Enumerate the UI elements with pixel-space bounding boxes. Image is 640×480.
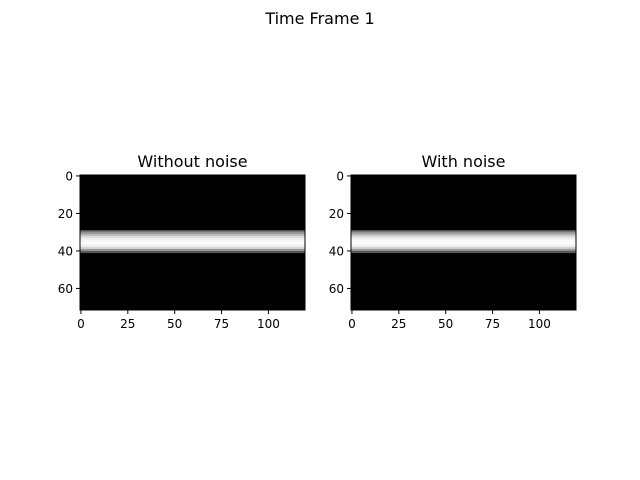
x-tick-label: 50 <box>438 317 453 331</box>
band-row <box>351 237 576 240</box>
image-panel-1: Without noise 0 25 50 75 100 0 20 40 60 <box>58 152 306 331</box>
band-row <box>80 245 305 248</box>
band-row <box>80 234 305 237</box>
x-tick-label: 50 <box>167 317 182 331</box>
x-tick-label: 25 <box>391 317 406 331</box>
y-tick-label: 40 <box>58 244 73 258</box>
band-row <box>351 239 576 242</box>
band-row <box>351 243 576 246</box>
band-row <box>80 250 305 254</box>
x-tick-label: 25 <box>120 317 135 331</box>
panel-title: With noise <box>422 152 506 171</box>
y-tick-label: 20 <box>58 207 73 221</box>
image-panel-2: With noise 0 25 50 75 100 0 20 40 60 <box>329 152 577 331</box>
band-row <box>351 241 576 244</box>
x-tick-label: 75 <box>214 317 229 331</box>
x-tick-label: 0 <box>348 317 356 331</box>
band-row <box>80 235 305 239</box>
band-row <box>80 241 305 244</box>
band-row <box>80 232 305 235</box>
band-row <box>351 249 576 252</box>
axes-frame <box>79 174 306 311</box>
band-row <box>351 235 576 239</box>
band-row <box>80 247 305 250</box>
x-tick-label: 0 <box>77 317 85 331</box>
band-row <box>351 232 576 235</box>
y-tick-label: 0 <box>65 169 73 183</box>
y-tick-label: 20 <box>329 207 344 221</box>
band-row <box>351 247 576 250</box>
band-row <box>80 249 305 252</box>
band-row <box>351 250 576 254</box>
y-tick-label: 0 <box>336 169 344 183</box>
x-tick-label: 100 <box>257 317 280 331</box>
panel-title: Without noise <box>137 152 247 171</box>
y-tick-label: 40 <box>329 244 344 258</box>
band-row <box>80 243 305 246</box>
band-row <box>351 245 576 248</box>
band-row <box>351 230 576 233</box>
band-row <box>80 239 305 242</box>
band-row <box>80 230 305 233</box>
y-tick-label: 60 <box>329 282 344 296</box>
y-tick-label: 60 <box>58 282 73 296</box>
band-row <box>351 234 576 237</box>
x-tick-label: 75 <box>485 317 500 331</box>
x-tick-label: 100 <box>528 317 551 331</box>
axes-frame <box>350 174 577 311</box>
band-row <box>80 237 305 240</box>
figure-suptitle: Time Frame 1 <box>264 9 374 28</box>
